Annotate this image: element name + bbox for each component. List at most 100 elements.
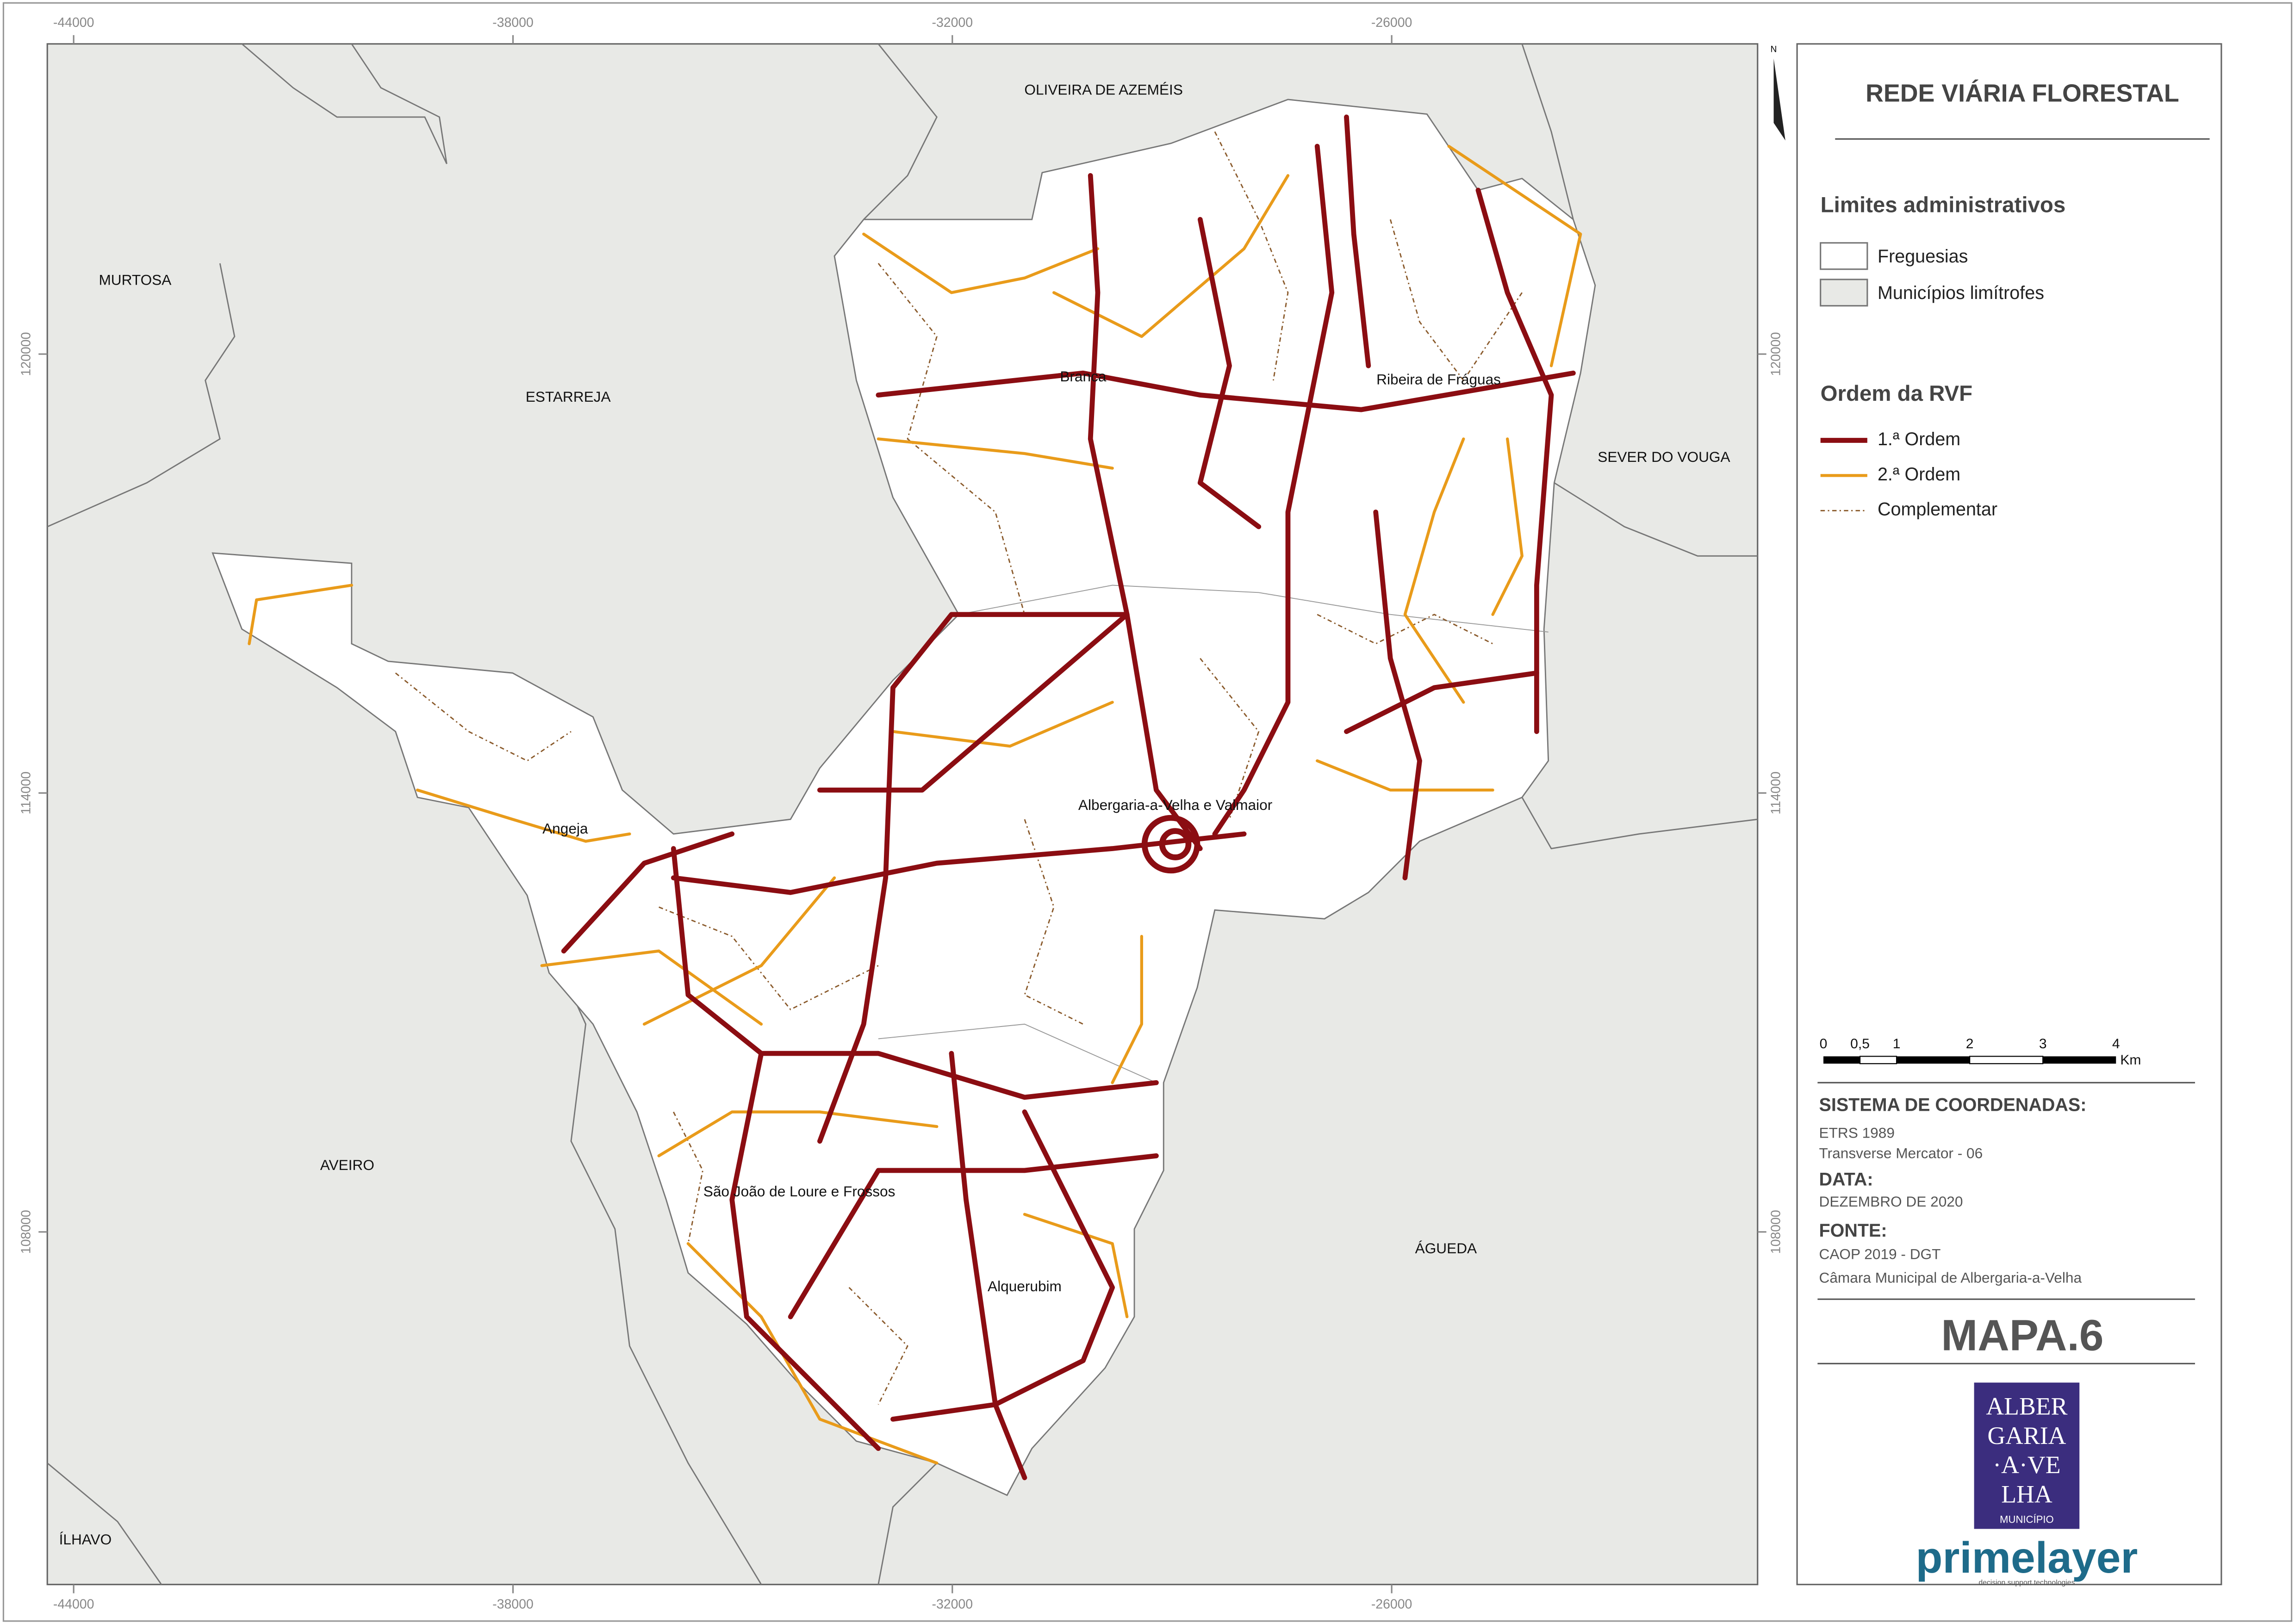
place-label: Branca (1060, 368, 1107, 385)
boundary (1554, 482, 1758, 557)
road-first-order (729, 1051, 881, 1451)
x-tick-label: -26000 (1371, 15, 1412, 30)
road-second-order (1023, 1213, 1129, 1319)
boundary (1521, 797, 1758, 850)
road-first-order (788, 1153, 1159, 1319)
logo-subtitle: MUNICÍPIO (2000, 1513, 2054, 1525)
road-first-order (1344, 670, 1539, 734)
road-first-order (671, 831, 1247, 895)
x-tick-label: -44000 (53, 1597, 94, 1612)
boundary (526, 895, 762, 1585)
scale-segment (1969, 1056, 2044, 1064)
road-first-order (949, 1051, 1027, 1481)
road-first-order (817, 612, 1130, 793)
y-tick-label: 108000 (19, 1210, 33, 1254)
scale-label: 1 (1893, 1036, 1901, 1052)
neighbour-swatch (1820, 279, 1868, 307)
road-first-order (1088, 173, 1203, 851)
road-second-order (891, 701, 1114, 748)
parish-swatch (1820, 242, 1868, 270)
town-road-cluster (1159, 828, 1192, 860)
x-tick-label: -26000 (1371, 1597, 1412, 1612)
road-complementary (1200, 658, 1260, 820)
boundary (877, 1462, 938, 1585)
road-second-order (657, 1110, 939, 1157)
parish-boundary (958, 585, 1549, 633)
place-label: AVEIRO (320, 1157, 374, 1173)
map-frame: OLIVEIRA DE AZEMÉIS MURTOSA ESTARREJA SEVER… (46, 43, 1759, 1586)
scale-label: 0,5 (1850, 1036, 1870, 1052)
scale-label: 2 (1966, 1036, 1974, 1052)
road-complementary (659, 906, 879, 1011)
place-label: Albergaria-a-Velha e Valmaior (1078, 796, 1272, 813)
scale-label: 4 (2112, 1036, 2120, 1052)
road-first-order (817, 612, 1130, 1144)
x-tick-label: -38000 (492, 15, 534, 30)
road-first-order (890, 1109, 1115, 1422)
source-line: Câmara Municipal de Albergaria-a-Velha (1819, 1269, 2082, 1286)
road-second-order (416, 788, 631, 843)
source-line: CAOP 2019 - DGT (1819, 1246, 1941, 1263)
boundary (241, 43, 448, 164)
road-second-order (1316, 759, 1494, 792)
second-order-roads (248, 144, 1582, 1465)
scale-label: 3 (2039, 1036, 2047, 1052)
road-first-order (876, 370, 1576, 412)
road-complementary (848, 1287, 908, 1405)
coord-line: Transverse Mercator - 06 (1819, 1145, 1983, 1162)
road-first-order (1344, 114, 1371, 368)
legend-item: 2.ª Ordem (1878, 464, 1960, 485)
road-first-order (1373, 510, 1422, 881)
road-second-order (877, 437, 1114, 470)
road-first-order (1212, 143, 1335, 837)
road-first-order (1197, 217, 1262, 529)
map-id: MAPA.6 (1941, 1311, 2103, 1360)
frame-ticks: -44000 -44000 -38000 -38000 -32000 -32000 -260… (19, 15, 1783, 1612)
parish-boundary (878, 1023, 1157, 1083)
boundary (1521, 44, 1574, 220)
road-second-order (862, 232, 1100, 294)
complementary-roads (395, 131, 1523, 1405)
coord-title: SISTEMA DE COORDENADAS: (1819, 1095, 2087, 1115)
legend-title: REDE VIÁRIA FLORESTAL (1866, 80, 2179, 107)
scale-segment (1897, 1056, 1970, 1064)
road-second-order (642, 876, 836, 1026)
scale-label: 0 (1820, 1036, 1828, 1052)
scale-segment (1859, 1056, 1897, 1064)
place-label: Ribeira de Fráguas (1376, 371, 1501, 387)
source-title: FONTE: (1819, 1220, 1887, 1241)
road-second-order (1403, 437, 1465, 704)
x-tick-label: -32000 (932, 1597, 973, 1612)
logo-line: ALBER (1986, 1393, 2067, 1420)
road-second-order (686, 1242, 939, 1465)
scale-bar: 0 0,5 1 2 3 4 Km (1820, 1036, 2141, 1068)
logo-line: LHA (2001, 1480, 2052, 1508)
place-label: ÁGUEDA (1415, 1240, 1477, 1257)
road-complementary (395, 672, 572, 762)
road-second-order (1111, 935, 1144, 1084)
road-second-order (248, 584, 353, 646)
legend-panel: REDE VIÁRIA FLORESTAL Limites administra… (1796, 43, 2222, 1587)
town-road-cluster (1141, 815, 1200, 874)
road-second-order (1491, 437, 1524, 616)
legend-item: Municípios limítrofes (1878, 283, 2044, 303)
municipality (211, 99, 1596, 1496)
road-first-order (561, 831, 735, 954)
scale-unit: Km (2120, 1052, 2141, 1068)
place-label: São João de Loure e Frossos (703, 1183, 896, 1200)
place-labels: OLIVEIRA DE AZEMÉIS MURTOSA ESTARREJA SEVER… (59, 81, 1731, 1548)
y-tick-label: 120000 (19, 332, 33, 376)
boundary (47, 1462, 162, 1585)
rvf-title: Ordem da RVF (1821, 381, 1972, 406)
municipal-boundaries (47, 43, 1758, 1585)
y-tick-label: 114000 (1768, 772, 1783, 815)
logo-line: GARIA (1987, 1422, 2066, 1450)
road-complementary (1214, 131, 1289, 381)
parish-boundaries (878, 585, 1549, 1083)
legend-item: Complementar (1878, 499, 1997, 520)
road-first-order (671, 846, 1159, 1100)
x-tick-label: -38000 (492, 1597, 534, 1612)
scale-segment (1823, 1056, 1860, 1064)
